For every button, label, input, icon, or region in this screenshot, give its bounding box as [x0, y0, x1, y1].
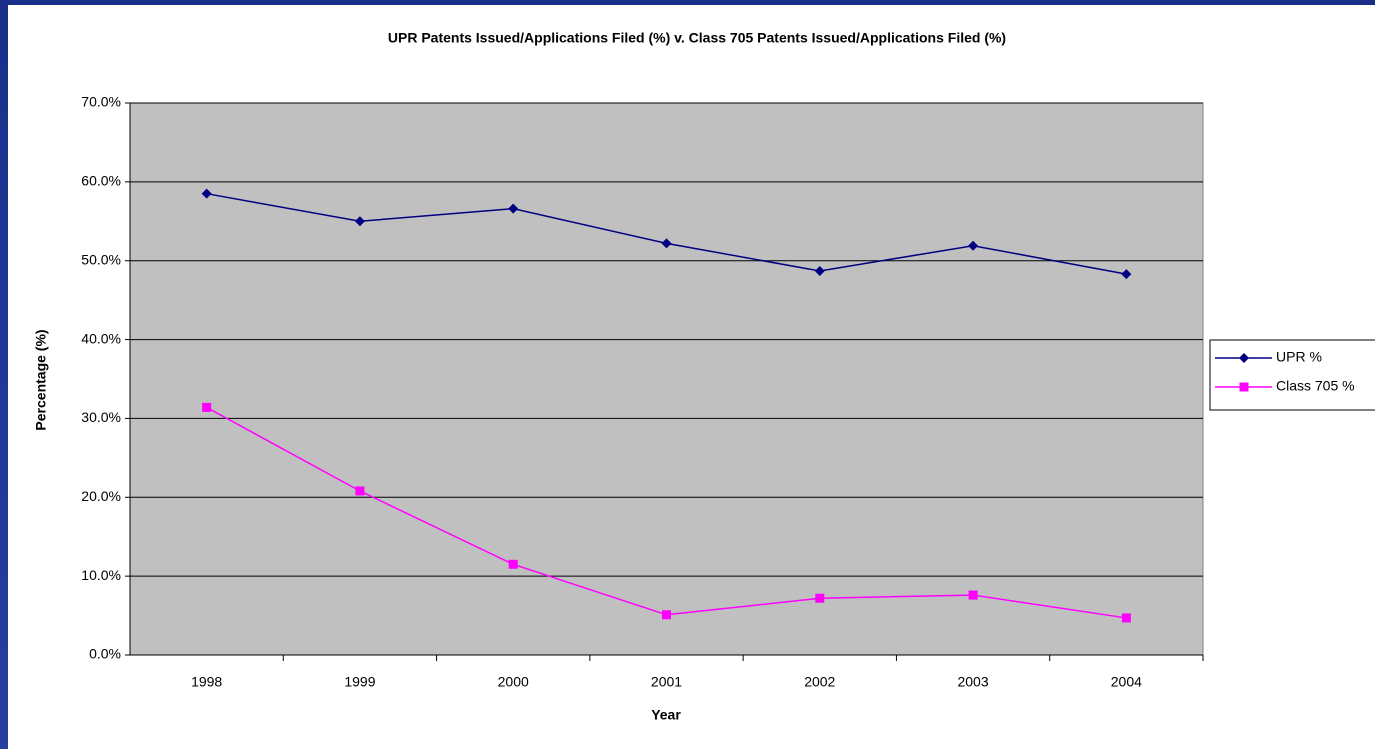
y-tick-label: 10.0%	[81, 567, 121, 583]
marker	[661, 238, 672, 249]
x-tick-label: 2002	[804, 674, 835, 690]
x-tick-label: 1998	[191, 674, 222, 690]
y-tick-label: 30.0%	[81, 409, 121, 425]
marker	[508, 203, 519, 214]
y-tick-label: 0.0%	[89, 646, 121, 662]
marker	[815, 593, 825, 603]
marker	[354, 216, 365, 227]
legend-label: Class 705 %	[1276, 378, 1355, 394]
y-tick-label: 60.0%	[81, 173, 121, 189]
x-tick-label: 2000	[498, 674, 529, 690]
plot-area	[129, 102, 1204, 656]
marker	[968, 240, 979, 251]
marker	[355, 486, 365, 496]
chart-title: UPR Patents Issued/Applications Filed (%…	[388, 30, 1006, 46]
legend-label: UPR %	[1276, 349, 1322, 365]
x-tick-label: 2001	[651, 674, 682, 690]
legend: UPR % Class 705 %	[1209, 339, 1375, 411]
y-tick-label: 40.0%	[81, 330, 121, 346]
y-axis-label: Percentage (%)	[33, 329, 49, 430]
x-tick-label: 2003	[957, 674, 988, 690]
y-tick-label: 70.0%	[81, 94, 121, 110]
x-tick-label: 1999	[344, 674, 375, 690]
y-tick-label: 20.0%	[81, 488, 121, 504]
marker	[662, 610, 671, 620]
marker	[1121, 269, 1132, 280]
marker	[508, 559, 518, 569]
marker	[202, 402, 212, 412]
y-tick-label: 50.0%	[81, 251, 121, 267]
marker	[814, 265, 825, 276]
legend-box	[1209, 339, 1375, 411]
legend-marker	[1239, 382, 1249, 392]
marker	[201, 188, 212, 199]
marker	[1121, 613, 1131, 623]
x-axis-label: Year	[651, 707, 681, 723]
legend-marker	[1239, 353, 1249, 363]
marker	[968, 590, 978, 600]
x-tick-label: 2004	[1111, 674, 1142, 690]
